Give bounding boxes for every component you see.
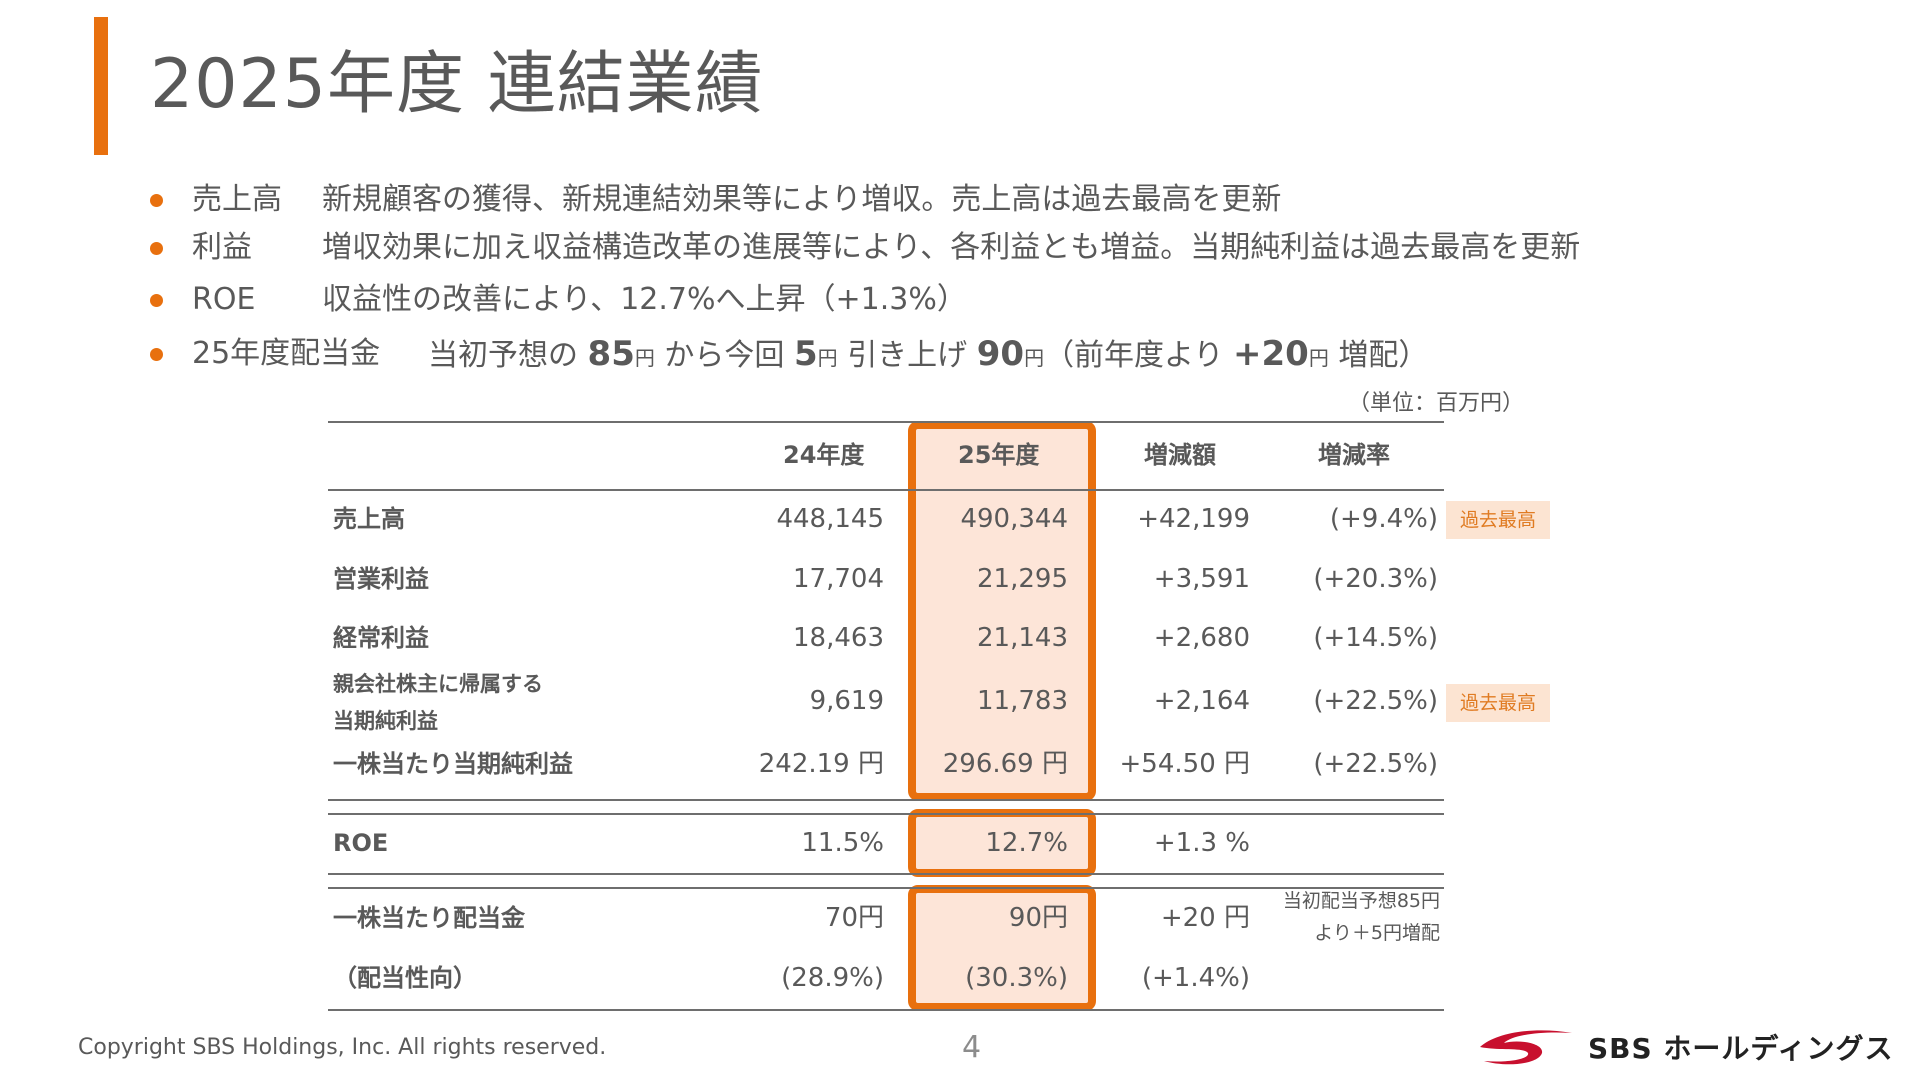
bullet-text: 新規顧客の獲得、新規連結効果等により増収。売上高は過去最高を更新	[322, 182, 1282, 217]
cell-fy24: 17,704	[793, 564, 884, 594]
cell-fy25: (30.3%)	[965, 963, 1068, 993]
section-rule	[328, 873, 1444, 875]
cell-fy25: 490,344	[960, 504, 1068, 534]
cell-diff: +3,591	[1153, 564, 1250, 594]
dividend-note-line1: 当初配当予想85円	[1282, 890, 1440, 912]
row-label: 売上高	[333, 505, 405, 533]
record-high-badge: 過去最高	[1446, 684, 1551, 722]
row-label: 親会社株主に帰属する	[333, 672, 543, 696]
row-label: 一株当たり当期純利益	[333, 750, 573, 778]
page-title: 2025年度 連結業績	[150, 45, 764, 124]
header-diff: 増減額	[1144, 441, 1216, 469]
page-number: 4	[962, 1030, 982, 1065]
bullet-dot-icon	[150, 194, 163, 207]
cell-fy24: 9,619	[809, 686, 884, 716]
logo-text: SBS ホールディングス	[1588, 1032, 1894, 1065]
section-rule	[328, 813, 1444, 815]
header-fy24: 24年度	[783, 441, 865, 469]
bullet-label: ROE	[192, 282, 256, 317]
bullet-dot-icon	[150, 242, 163, 255]
cell-diff: +2,164	[1153, 686, 1250, 716]
fy25-highlight-dividend	[908, 885, 1096, 1011]
cell-rate: (+22.5%)	[1313, 686, 1438, 716]
cell-diff: +2,680	[1153, 623, 1250, 653]
row-label-payout: （配当性向）	[333, 964, 477, 992]
cell-fy24: 448,145	[776, 504, 884, 534]
row-label-roe: ROE	[333, 829, 389, 857]
header-rate: 増減率	[1318, 441, 1390, 469]
sbs-swoosh-logo-icon	[1480, 1030, 1572, 1065]
cell-rate: (+9.4%)	[1329, 504, 1438, 534]
dividend-note-line2: より＋5円増配	[1314, 922, 1440, 944]
cell-rate: (+14.5%)	[1313, 623, 1438, 653]
cell-rate: (+22.5%)	[1313, 749, 1438, 779]
bullet-text: 増収効果に加え収益構造改革の進展等により、各利益とも増益。当期純利益は過去最高を…	[322, 230, 1581, 265]
cell-diff: +42,199	[1137, 504, 1250, 534]
cell-diff: +1.3 %	[1153, 828, 1250, 858]
bullet-text: 当初予想の 85円 から今回 5円 引き上げ 90円（前年度より +20円 増配…	[428, 334, 1429, 374]
cell-fy24: 242.19 円	[758, 749, 884, 779]
bullet-label: 売上高	[192, 182, 282, 217]
cell-fy25: 21,295	[977, 564, 1068, 594]
cell-fy24: 70円	[824, 903, 884, 933]
cell-diff: +20 円	[1160, 903, 1250, 933]
cell-fy25: 12.7%	[985, 828, 1068, 858]
bullet-label: 25年度配当金	[192, 336, 381, 371]
row-label: 当期純利益	[333, 709, 438, 733]
bullet-text: 収益性の改善により、12.7%へ上昇（+1.3%）	[322, 282, 967, 317]
unit-note: （単位：百万円）	[1347, 391, 1524, 416]
cell-fy25: 21,143	[977, 623, 1068, 653]
table-top-rule	[328, 421, 1444, 423]
row-label: 経常利益	[333, 624, 429, 652]
row-label-dividend: 一株当たり配当金	[333, 904, 525, 932]
cell-rate: (+20.3%)	[1313, 564, 1438, 594]
cell-fy24: 11.5%	[801, 828, 884, 858]
record-high-badge: 過去最高	[1446, 501, 1551, 539]
company-logo: SBS ホールディングス	[1478, 1025, 1893, 1069]
cell-fy25: 11,783	[977, 686, 1068, 716]
header-fy25: 25年度	[958, 441, 1040, 469]
cell-fy24: (28.9%)	[781, 963, 884, 993]
cell-diff: +54.50 円	[1119, 749, 1250, 779]
cell-fy25: 296.69 円	[942, 749, 1068, 779]
row-label: 営業利益	[333, 565, 429, 593]
title-accent-bar	[94, 17, 108, 155]
bullet-dot-icon	[150, 294, 163, 307]
section-rule	[328, 799, 1444, 801]
copyright: Copyright SBS Holdings, Inc. All rights …	[78, 1035, 607, 1060]
section-rule	[328, 887, 1444, 889]
cell-fy24: 18,463	[793, 623, 884, 653]
cell-diff: (+1.4%)	[1141, 963, 1250, 993]
bullet-dot-icon	[150, 348, 163, 361]
table-bottom-rule	[328, 1009, 1444, 1011]
bullet-label: 利益	[192, 230, 252, 265]
header-rule	[328, 489, 1444, 491]
cell-fy25: 90円	[1008, 903, 1068, 933]
fy25-highlight-main	[908, 421, 1096, 801]
